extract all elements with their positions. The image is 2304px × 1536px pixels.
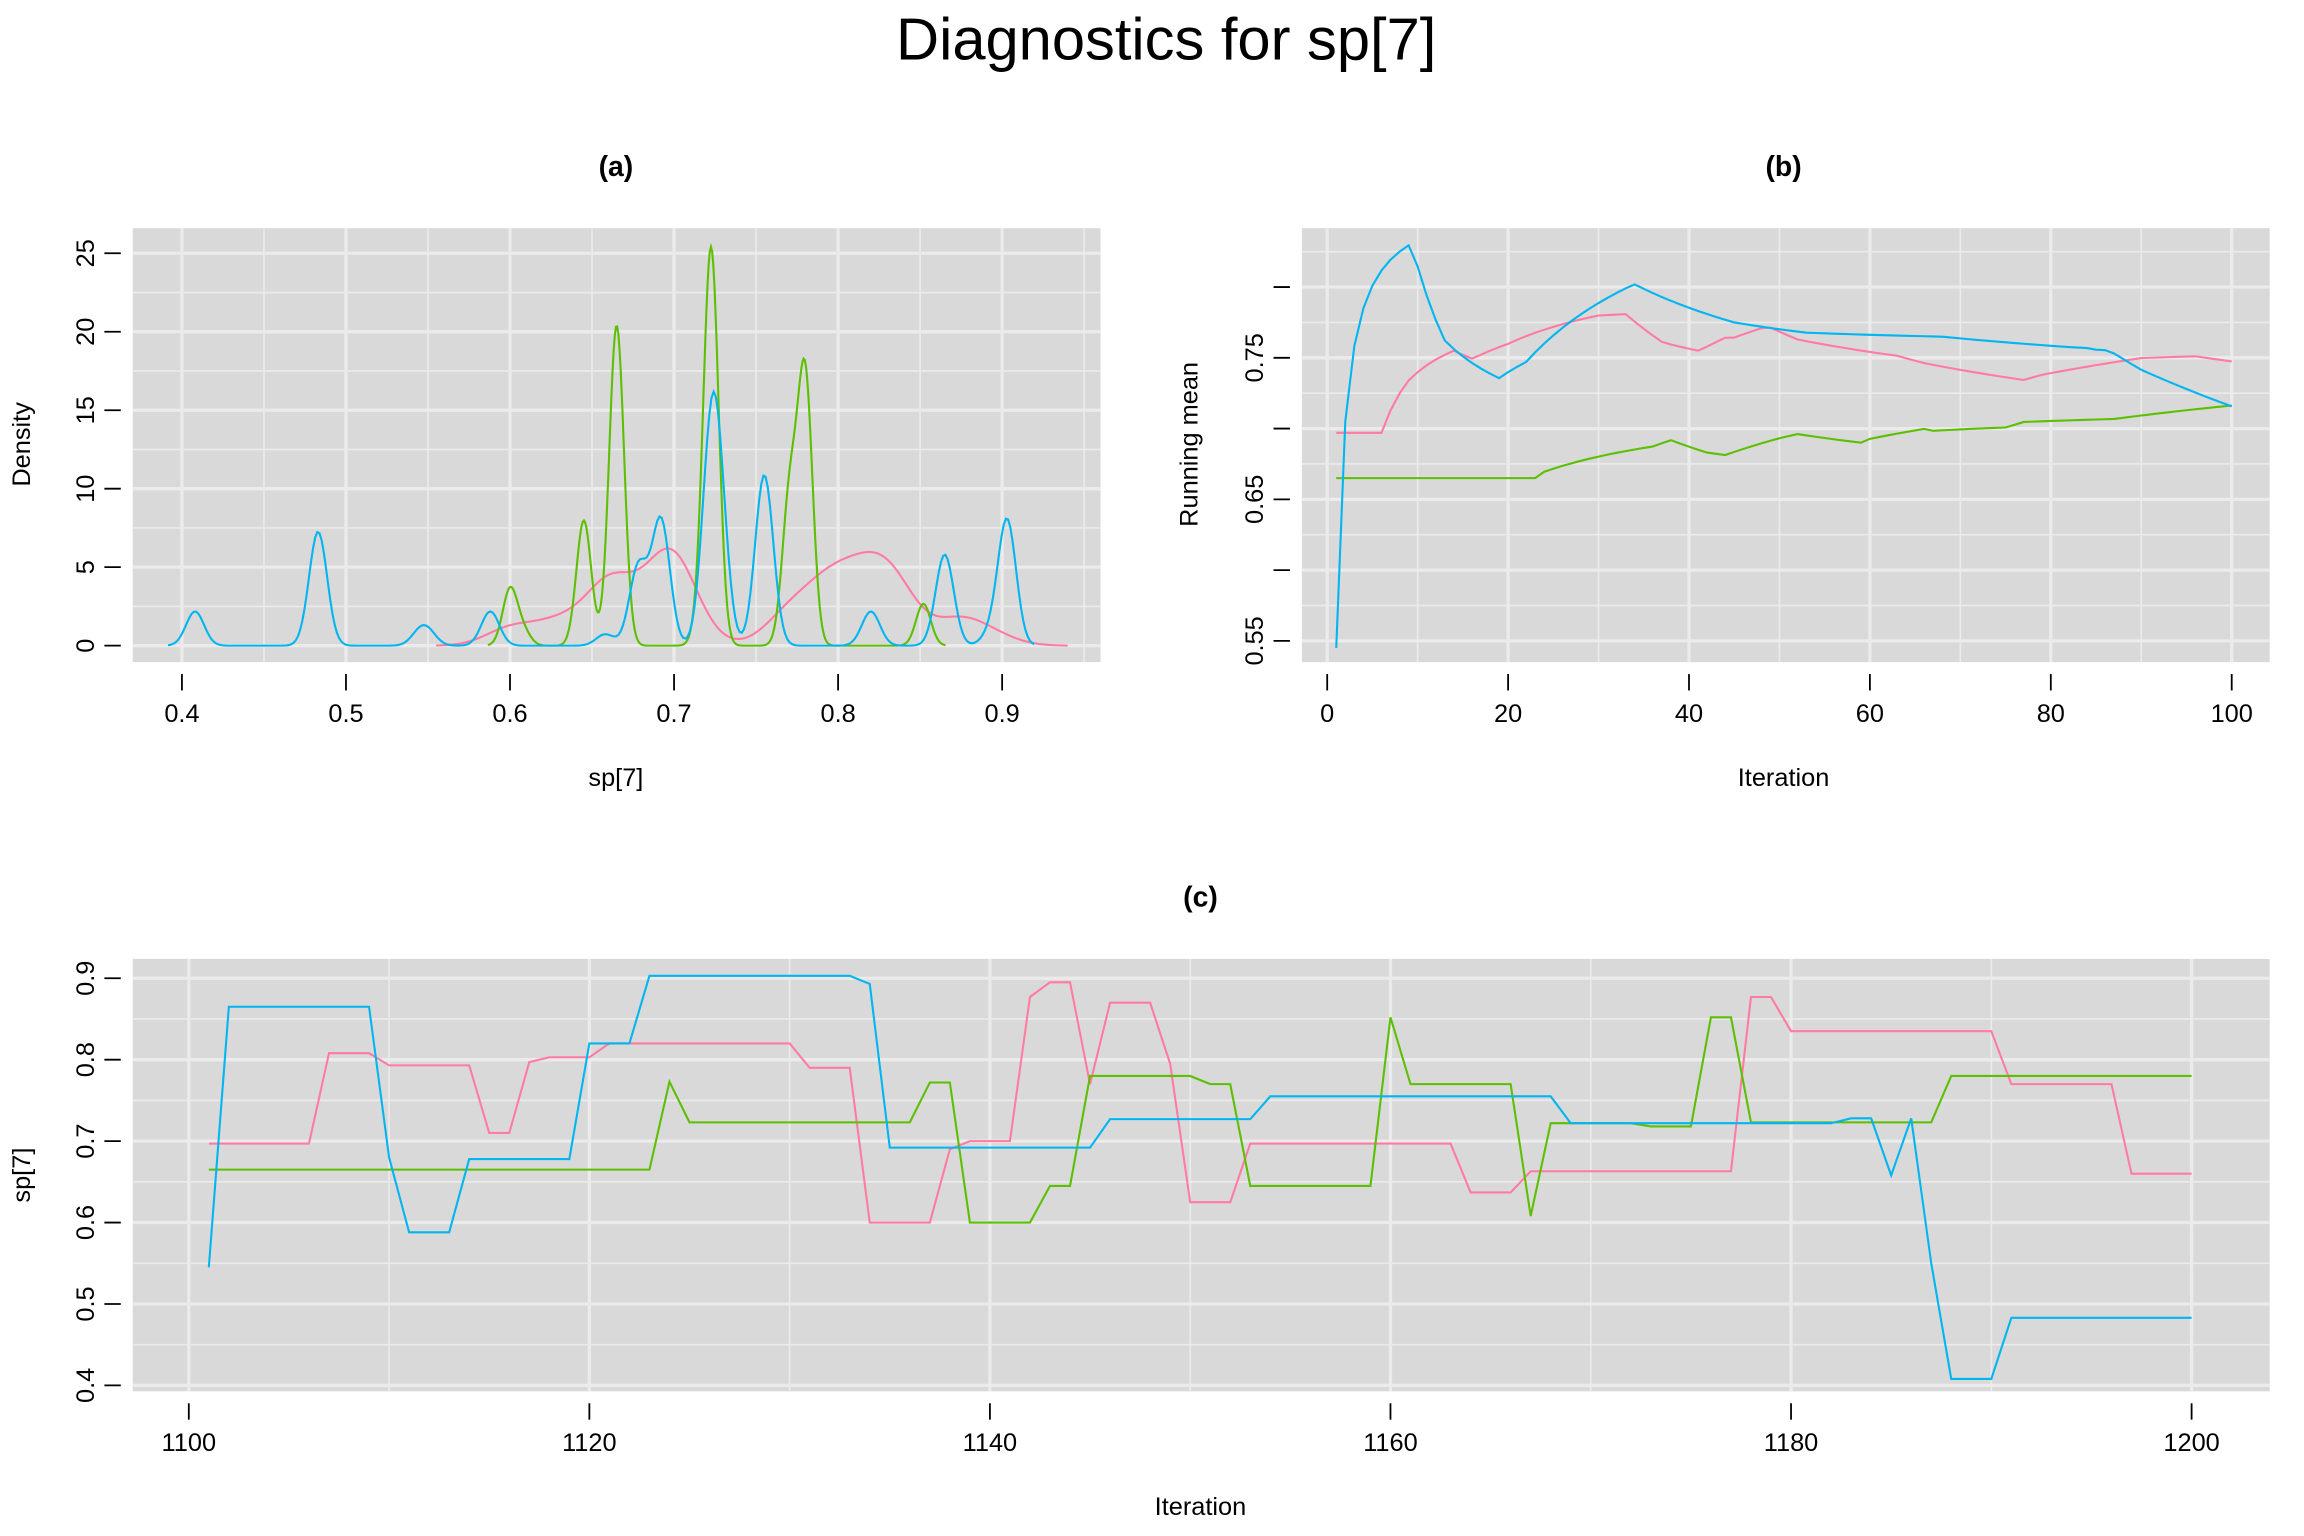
y-tick-label: 5 [72,560,100,574]
density-panel: (a) sp[7] Density 0.4 0.5 0.6 0.7 0.8 0.9 0 5 10… [8,151,1101,792]
x-tick-label: 60 [1856,700,1884,728]
y-tick-label: 0.75 [1241,333,1269,382]
x-tick-label: 1180 [1764,1429,1819,1457]
y-tick-label: 15 [72,396,100,424]
x-tick-label: 100 [2211,700,2253,728]
x-tick-label: 0.5 [328,700,363,728]
panel-b-xlabel: Iteration [1738,764,1830,792]
series-line-chain1 [208,981,2192,1224]
series-line-chain1 [1336,313,2232,434]
series-line-chain3 [207,974,2192,1380]
panel-a-ylabel: Density [8,402,36,487]
x-tick-label: 0.9 [985,700,1020,728]
x-tick-label: 0.7 [656,700,691,728]
panel-c-ylabel: sp[7] [8,1148,36,1203]
running-mean-panel: (b) Iteration Running mean 0 20 40 60 80 100 0… [1175,151,2270,792]
y-tick-label: 0.5 [72,1286,100,1321]
x-tick-label: 0.6 [492,700,527,728]
trace-panel: (c) Iteration sp[7] 1100 1120 1140 1160 1180… [8,882,2270,1521]
x-tick-label: 0.4 [164,700,199,728]
y-tick-label: 0 [72,639,100,653]
x-tick-label: 1200 [2163,1429,2219,1457]
plot-background [132,228,1101,663]
x-tick-label: 1120 [562,1429,617,1457]
panel-a-title: (a) [599,151,634,183]
y-tick-label: 0.7 [72,1124,100,1159]
panel-b-ylabel: Running mean [1175,362,1203,527]
y-tick-label: 25 [72,239,100,267]
series-line-chain1 [436,547,1068,647]
y-tick-label: 0.55 [1241,616,1269,665]
y-tick-label: 10 [72,475,100,503]
series-line-chain2 [208,1016,2192,1224]
x-tick-label: 1100 [162,1429,217,1457]
series-line-chain2 [1336,404,2232,480]
x-tick-label: 20 [1494,700,1522,728]
plot-background [132,958,2270,1392]
x-tick-label: 40 [1675,700,1703,728]
y-tick-label: 0.65 [1241,475,1269,524]
series-line-chain3 [1335,243,2233,649]
x-tick-label: 0.8 [820,700,855,728]
y-tick-label: 20 [72,318,100,346]
panel-a-xlabel: sp[7] [588,764,643,792]
x-tick-label: 0 [1320,700,1334,728]
figure-title: Diagnostics for sp[7] [896,6,1436,73]
panel-c-xlabel: Iteration [1155,1493,1247,1521]
y-tick-label: 0.4 [72,1368,100,1403]
series-line-chain2 [487,242,946,647]
y-tick-label: 0.9 [72,961,100,996]
x-tick-label: 1160 [1363,1429,1418,1457]
y-tick-label: 0.8 [72,1042,100,1077]
panel-b-title: (b) [1765,151,1801,183]
x-tick-label: 1140 [963,1429,1018,1457]
series-line-chain3 [167,388,1035,647]
plot-background [1301,228,2270,663]
x-tick-label: 80 [2037,700,2065,728]
panel-c-title: (c) [1183,882,1218,914]
y-tick-label: 0.6 [72,1205,100,1240]
